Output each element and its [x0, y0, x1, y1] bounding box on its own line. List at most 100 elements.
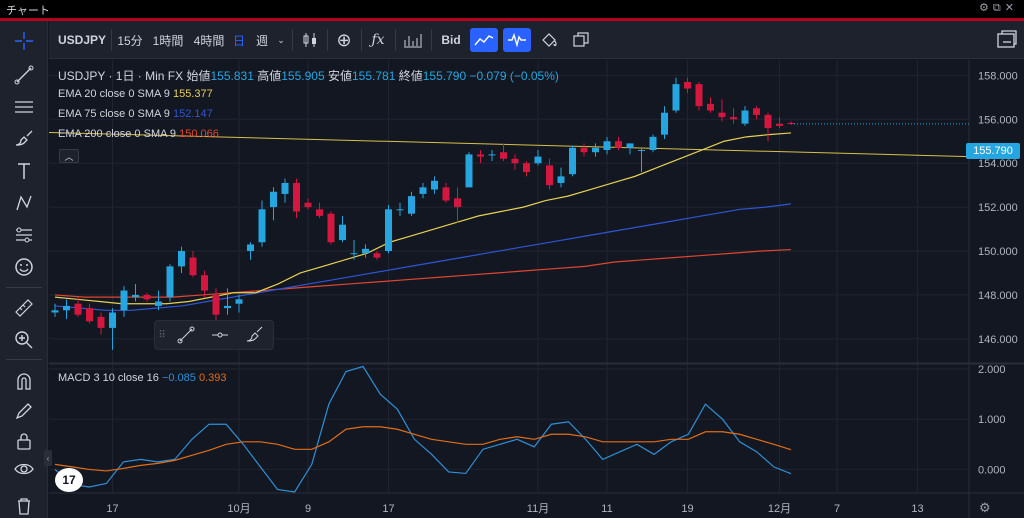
crosshair-icon[interactable] [8, 27, 40, 55]
interval-15m[interactable]: 15分 [117, 33, 143, 48]
ema20-label: EMA 20 close 0 SMA 9 [58, 88, 170, 100]
candle-body [477, 154, 484, 157]
y-tick-label: 156.000 [978, 114, 1018, 126]
ema20-legend[interactable]: EMA 20 close 0 SMA 9 155.377 [58, 88, 213, 100]
candles-icon[interactable] [299, 30, 321, 50]
horizontal-lines-icon[interactable] [8, 93, 40, 121]
interval-1h[interactable]: 1時間 [152, 33, 184, 48]
pencil-lock-icon[interactable] [8, 397, 40, 425]
candle-body [672, 84, 680, 111]
candle-body [74, 303, 82, 315]
chevron-left-icon[interactable]: ‹ [44, 450, 52, 466]
x-tick-label: 19 [681, 503, 693, 515]
legend-high-label: 高値 [257, 69, 282, 83]
prediction-icon[interactable] [8, 221, 40, 249]
price-chart-svg[interactable]: 158.000 156.000 154.000 152.000 150.000 148.0… [49, 60, 1024, 518]
candle-body [212, 294, 220, 315]
candle-body [764, 114, 772, 129]
ruler-icon[interactable] [8, 294, 40, 322]
collapse-legend-button[interactable]: ︿ [59, 149, 79, 163]
interval-1w[interactable]: 週 [255, 33, 268, 48]
toolbar-divider [431, 29, 432, 51]
signal-line [54, 426, 792, 472]
candle-body [86, 308, 93, 322]
candle-body [166, 266, 174, 298]
window-titlebar: チャート ⚙⧉✕ [0, 0, 1024, 18]
copy-layout-icon[interactable] [569, 30, 593, 50]
macd-label: MACD 3 10 close 16 [58, 372, 159, 384]
gear-icon[interactable]: ⚙ [979, 500, 991, 515]
interval-1d[interactable]: 日 [232, 33, 245, 48]
candle-body [718, 112, 726, 118]
candle-body [258, 209, 266, 243]
interval-4h[interactable]: 4時間 [193, 33, 225, 48]
popout-icon[interactable]: ⧉ [992, 2, 1005, 14]
candle-body [695, 84, 703, 107]
bid-button[interactable]: Bid [441, 33, 461, 47]
candle-body [97, 316, 105, 328]
legend-open: 155.831 [210, 69, 254, 83]
x-tick-label: 11 [601, 503, 612, 515]
candle-body [362, 248, 369, 254]
legend-change: −0.079 (−0.05%) [469, 69, 559, 83]
last-price-label: 155.790 [966, 143, 1020, 159]
lock-icon[interactable] [8, 427, 40, 455]
x-tick-label: 7 [834, 503, 840, 515]
brush-icon[interactable] [8, 125, 40, 153]
macd-legend[interactable]: MACD 3 10 close 16 −0.085 0.393 [58, 372, 227, 384]
pattern-icon[interactable] [8, 189, 40, 217]
trend-line [49, 131, 970, 158]
candle-body [776, 123, 783, 126]
candle-body [442, 187, 450, 201]
gear-icon[interactable]: ⚙ [979, 2, 993, 14]
wave-chart-toggle[interactable] [503, 28, 531, 52]
fx-icon[interactable]: ƒx [371, 32, 385, 48]
candle-body [557, 176, 565, 183]
paint-bucket-icon[interactable] [537, 30, 561, 50]
legend-close: 155.790 [422, 69, 467, 83]
add-indicator-icon[interactable]: ⊕ [336, 29, 352, 50]
candle-body [649, 136, 657, 151]
close-icon[interactable]: ✕ [1004, 2, 1018, 14]
candle-body [500, 152, 507, 159]
candle-body [546, 165, 553, 186]
layout-settings-icon[interactable] [994, 27, 1020, 53]
ema200-legend[interactable]: EMA 200 close 0 SMA 9 150.066 [58, 128, 219, 140]
drag-handle-icon[interactable]: ⠿ [158, 329, 166, 341]
indicators-chart-icon[interactable] [401, 30, 425, 50]
x-tick-label: 17 [382, 503, 394, 515]
zoom-in-icon[interactable] [8, 326, 40, 354]
y-tick-label: 150.000 [978, 246, 1018, 258]
macd-tick-label: 2.000 [978, 364, 1006, 376]
candle-body [465, 154, 473, 188]
magnet-icon[interactable] [8, 367, 40, 395]
trendline-icon[interactable] [169, 322, 203, 348]
toolbar-divider [327, 29, 328, 51]
eye-icon[interactable] [8, 455, 40, 483]
text-icon[interactable] [8, 157, 40, 185]
y-tick-label: 148.000 [978, 290, 1018, 302]
horizontal-ray-icon[interactable] [203, 322, 237, 348]
candle-body [350, 253, 358, 255]
chevron-down-icon[interactable]: ⌄ [277, 34, 285, 45]
window-controls[interactable]: ⚙⧉✕ [979, 1, 1018, 15]
y-tick-label: 154.000 [978, 158, 1018, 170]
emoji-icon[interactable] [8, 253, 40, 281]
chart-app: USDJPY 15分 1時間 4時間 日 週 ⌄ ⊕ ƒx Bid 158.00… [0, 21, 1024, 518]
symbol-button[interactable]: USDJPY [57, 33, 107, 47]
macd-tick-label: 0.000 [978, 464, 1006, 476]
symbol-legend: USDJPY · 1日 · Min FX 始値155.831 高値155.905… [58, 67, 559, 84]
line-chart-toggle[interactable] [470, 28, 498, 52]
candle-body [454, 198, 461, 208]
x-tick-label: 17 [106, 503, 118, 515]
trash-icon[interactable] [8, 491, 40, 518]
tradingview-logo[interactable]: 17 [55, 468, 83, 492]
chart-area[interactable]: 158.000 156.000 154.000 152.000 150.000 148.0… [44, 60, 1024, 518]
candle-body [638, 150, 645, 152]
brush-icon[interactable] [237, 322, 271, 348]
candle-body [626, 143, 634, 148]
toolbar-divider [395, 29, 396, 51]
trendline-icon[interactable] [8, 61, 40, 89]
ema75-legend[interactable]: EMA 75 close 0 SMA 9 152.147 [58, 108, 213, 120]
ema75-line [54, 203, 792, 311]
